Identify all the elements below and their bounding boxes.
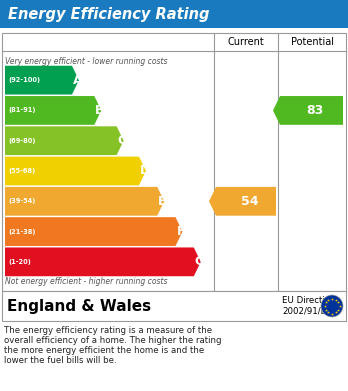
Text: lower the fuel bills will be.: lower the fuel bills will be. (4, 356, 117, 365)
Text: (1-20): (1-20) (8, 259, 31, 265)
Polygon shape (5, 96, 101, 125)
Text: B: B (95, 104, 105, 117)
Text: (69-80): (69-80) (8, 138, 35, 144)
Text: (92-100): (92-100) (8, 77, 40, 83)
Text: Current: Current (228, 37, 264, 47)
Polygon shape (5, 187, 164, 216)
Bar (2, 291, 346, 321)
Text: The energy efficiency rating is a measure of the: The energy efficiency rating is a measur… (4, 326, 212, 335)
Text: Energy Efficiency Rating: Energy Efficiency Rating (8, 7, 209, 22)
Text: G: G (195, 255, 205, 268)
Text: overall efficiency of a home. The higher the rating: overall efficiency of a home. The higher… (4, 336, 221, 345)
Polygon shape (5, 217, 182, 246)
Text: Potential: Potential (291, 37, 333, 47)
Text: (81-91): (81-91) (8, 108, 35, 113)
Text: D: D (140, 165, 150, 178)
Text: (55-68): (55-68) (8, 168, 35, 174)
Text: Not energy efficient - higher running costs: Not energy efficient - higher running co… (5, 278, 167, 287)
Text: 2002/91/EC: 2002/91/EC (282, 307, 332, 316)
Text: the more energy efficient the home is and the: the more energy efficient the home is an… (4, 346, 204, 355)
Circle shape (321, 295, 343, 317)
Text: (39-54): (39-54) (8, 198, 35, 204)
Text: F: F (176, 225, 185, 238)
Text: E: E (158, 195, 167, 208)
Polygon shape (209, 187, 276, 216)
Text: 83: 83 (306, 104, 324, 117)
Polygon shape (273, 96, 343, 125)
Polygon shape (5, 157, 146, 185)
Text: 54: 54 (241, 195, 258, 208)
Bar (0, 0, 348, 28)
Polygon shape (5, 66, 79, 95)
Text: A: A (73, 74, 82, 87)
Text: C: C (118, 134, 127, 147)
Bar (2, 33, 346, 291)
Text: Very energy efficient - lower running costs: Very energy efficient - lower running co… (5, 57, 167, 66)
Polygon shape (5, 248, 201, 276)
Text: England & Wales: England & Wales (7, 298, 151, 314)
Text: (21-38): (21-38) (8, 229, 35, 235)
Polygon shape (5, 126, 124, 155)
Text: EU Directive: EU Directive (282, 296, 335, 305)
